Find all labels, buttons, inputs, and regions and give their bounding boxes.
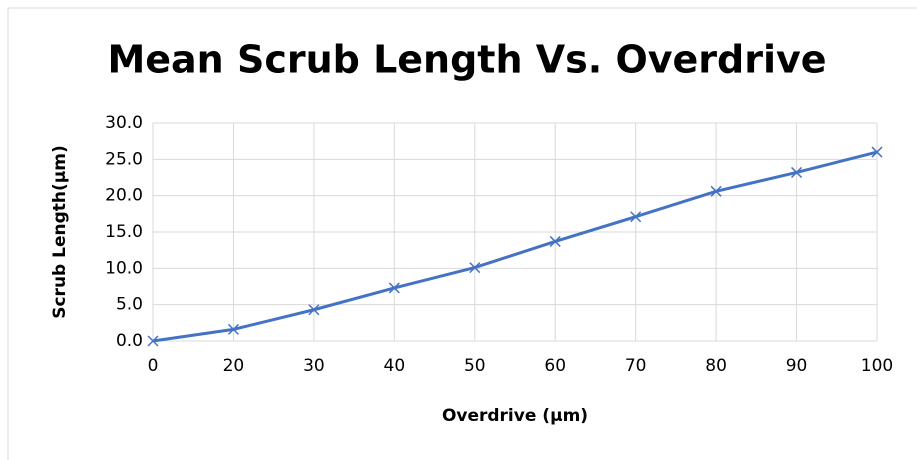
x-tick-label: 60 [544,356,566,376]
y-tick-label: 10.0 [105,258,143,278]
marker [630,211,642,223]
x-tick-label: 50 [464,356,486,376]
marker [549,235,561,247]
marker [308,304,320,316]
y-tick-label: 25.0 [105,149,143,169]
x-tick-label: 90 [786,356,808,376]
y-tick-label: 15.0 [105,222,143,242]
marker [710,185,722,197]
line [152,150,878,343]
y-tick-label: 20.0 [105,186,143,206]
marker [791,166,803,178]
x-tick-label: 30 [303,356,325,376]
x-tick-label: 80 [705,356,727,376]
x-tick-label: 20 [223,356,245,376]
y-axis-label: Scrub Length(µm) [50,145,70,319]
y-tick-label: 0.0 [116,331,143,351]
x-tick-label: 100 [861,356,893,376]
marker [388,282,400,294]
x-tick-label: 70 [625,356,647,376]
marker [469,262,481,274]
marker [871,146,883,158]
marker [227,323,239,335]
x-axis-label: Overdrive (µm) [442,406,588,426]
y-tick-label: 5.0 [116,295,143,315]
marker [147,335,159,347]
y-tick-label: 30.0 [105,113,143,133]
chart-title: Mean Scrub Length Vs. Overdrive [107,38,826,82]
x-tick-label: 0 [148,356,159,376]
x-tick-label: 40 [384,356,406,376]
chart-border [7,7,917,460]
